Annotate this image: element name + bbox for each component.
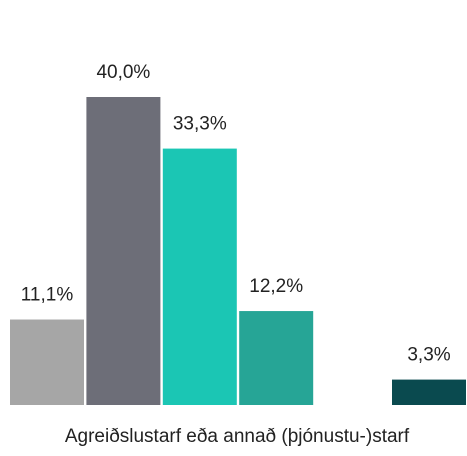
bar bbox=[10, 319, 84, 405]
value-label: 40,0% bbox=[96, 62, 150, 83]
bar bbox=[162, 148, 237, 405]
bar bbox=[392, 379, 466, 405]
category-label: Agreiðslustarf eða annað (þjónustu-)star… bbox=[65, 426, 410, 447]
value-label: 12,2% bbox=[249, 276, 303, 297]
value-label: 33,3% bbox=[173, 114, 227, 135]
value-label: 11,1% bbox=[21, 285, 74, 306]
bar bbox=[86, 97, 161, 405]
value-label: 3,3% bbox=[407, 345, 450, 366]
bar bbox=[239, 311, 314, 405]
